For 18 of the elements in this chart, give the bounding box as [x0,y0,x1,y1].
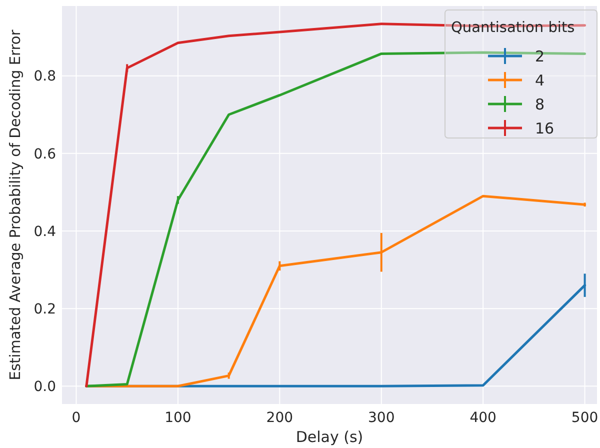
y-tick-label: 0.4 [34,224,56,240]
x-tick-label: 100 [164,410,192,426]
y-axis-title: Estimated Average Probability of Decoding Error [8,30,24,380]
x-tick-label: 500 [571,410,598,426]
x-tick-label: 300 [368,410,395,426]
legend-label: 4 [535,71,545,90]
legend-label: 2 [535,47,545,66]
x-tick-label: 0 [72,410,81,426]
y-tick-label: 0.2 [34,301,56,318]
x-tick-label: 400 [470,410,496,426]
y-tick-label: 0.6 [34,146,56,162]
legend-title: Quantisation bits [451,20,575,36]
y-tick-label: 0.0 [34,379,56,396]
y-tick-label: 0.8 [34,68,56,85]
x-tick-label: 200 [266,410,294,426]
x-axis-title: Delay (s) [296,428,364,446]
legend-label: 16 [535,119,554,138]
legend-label: 8 [535,95,545,114]
